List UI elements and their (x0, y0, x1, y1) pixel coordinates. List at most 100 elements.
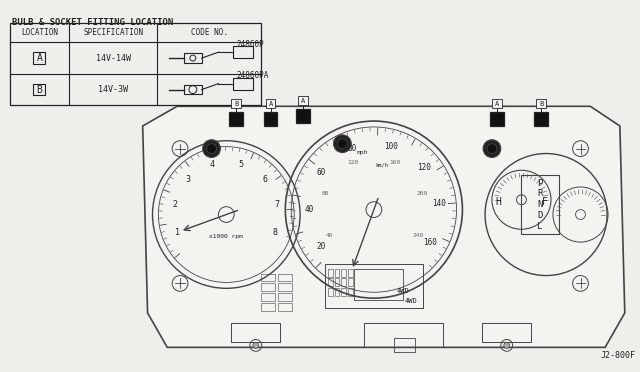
Text: P: P (538, 179, 543, 187)
Text: 40: 40 (305, 205, 314, 214)
Text: 4: 4 (210, 160, 214, 169)
Text: 60: 60 (316, 168, 325, 177)
Bar (482, 323, 531, 343)
Text: F: F (542, 197, 548, 207)
Circle shape (487, 144, 497, 154)
Bar (364, 323, 443, 347)
Bar (260, 283, 275, 291)
Text: LOCATION: LOCATION (21, 28, 58, 37)
Circle shape (483, 140, 501, 157)
Text: BULB & SOCKET FITTING LOCATION: BULB & SOCKET FITTING LOCATION (12, 18, 173, 27)
Circle shape (253, 343, 259, 348)
Bar (278, 283, 292, 291)
Text: B: B (234, 101, 238, 108)
Text: 4WD: 4WD (405, 298, 418, 304)
Text: 160: 160 (389, 160, 400, 166)
Bar (348, 269, 353, 276)
Bar (10, 23, 260, 105)
Bar (341, 269, 346, 276)
Bar (522, 175, 559, 234)
Bar (278, 273, 292, 282)
Bar (278, 293, 292, 301)
Text: 5: 5 (238, 160, 243, 169)
Text: 140: 140 (431, 199, 445, 208)
Text: R: R (538, 189, 543, 198)
Text: 80: 80 (347, 144, 356, 153)
Bar (184, 85, 202, 94)
Text: 100: 100 (384, 142, 397, 151)
Bar (492, 99, 502, 108)
Text: A: A (36, 53, 42, 63)
Text: N: N (538, 200, 543, 209)
Bar (260, 293, 275, 301)
Bar (348, 279, 353, 286)
Text: J2-800F: J2-800F (600, 351, 635, 360)
Text: 14V-14W: 14V-14W (95, 54, 131, 62)
Bar (324, 264, 423, 308)
Text: B: B (539, 101, 543, 108)
Text: A: A (495, 101, 499, 108)
Text: 3: 3 (186, 174, 191, 183)
Circle shape (207, 144, 216, 154)
Bar (231, 99, 241, 108)
Text: A: A (268, 101, 273, 108)
Text: SPECIFICATION: SPECIFICATION (83, 28, 143, 37)
Text: 120: 120 (417, 163, 431, 172)
Text: 80: 80 (321, 191, 329, 196)
Text: mph: mph (356, 150, 368, 155)
Bar (335, 288, 339, 296)
Bar (33, 52, 45, 64)
Bar (348, 288, 353, 296)
Bar (264, 112, 278, 126)
Text: 40: 40 (326, 233, 333, 238)
Circle shape (337, 139, 348, 148)
Text: 240: 240 (413, 233, 424, 238)
Bar (231, 323, 280, 343)
Bar (394, 337, 415, 352)
Text: 160: 160 (423, 238, 437, 247)
Text: 2: 2 (173, 200, 178, 209)
Circle shape (203, 140, 220, 157)
Bar (328, 269, 333, 276)
Text: 14V-3W: 14V-3W (98, 85, 128, 94)
Polygon shape (143, 106, 625, 347)
Bar (260, 303, 275, 311)
Bar (341, 279, 346, 286)
Bar (490, 112, 504, 126)
Bar (335, 269, 339, 276)
Bar (354, 269, 403, 300)
Bar (534, 112, 548, 126)
Text: 120: 120 (348, 160, 358, 166)
Text: 7: 7 (275, 200, 280, 209)
Bar (184, 53, 202, 63)
Text: A: A (301, 98, 305, 105)
Bar (233, 78, 253, 90)
Bar (260, 273, 275, 282)
Circle shape (333, 135, 351, 153)
Bar (278, 303, 292, 311)
Text: CODE NO.: CODE NO. (191, 28, 228, 37)
Bar (328, 279, 333, 286)
Bar (229, 112, 243, 126)
Text: 6: 6 (262, 174, 267, 183)
Text: 24860P: 24860P (236, 40, 264, 49)
Text: x1000 rpm: x1000 rpm (209, 234, 243, 239)
Text: H: H (495, 197, 500, 207)
Text: D: D (538, 211, 543, 220)
Bar (341, 288, 346, 296)
Bar (335, 279, 339, 286)
Bar (328, 288, 333, 296)
Text: km/h: km/h (375, 163, 388, 168)
Text: 4WD: 4WD (397, 288, 410, 294)
Text: L: L (538, 222, 543, 231)
Text: 20: 20 (316, 243, 325, 251)
Bar (33, 84, 45, 96)
Text: B: B (36, 84, 42, 94)
Bar (266, 99, 275, 108)
Bar (298, 96, 308, 105)
Circle shape (504, 343, 509, 348)
Bar (233, 46, 253, 58)
Text: 24860PA: 24860PA (236, 71, 269, 80)
Text: 1: 1 (175, 228, 180, 237)
Text: 8: 8 (273, 228, 278, 237)
